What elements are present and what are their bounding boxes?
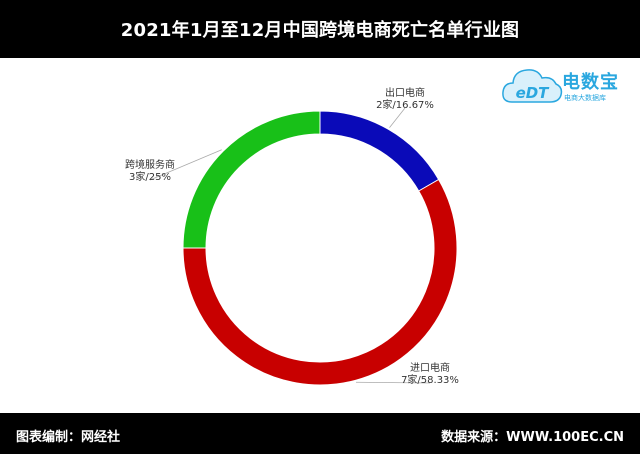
slice-name-label-1: 出口电商: [385, 86, 425, 99]
footer-source: 数据来源：WWW.100EC.CN: [441, 430, 624, 445]
footer-credit: 图表编制：网经社: [16, 430, 121, 445]
donut-slices: [182, 110, 458, 386]
slice-name-label-2: 进口电商: [410, 361, 450, 374]
leader-line-2: [355, 381, 431, 384]
donut-slice-1: [319, 110, 440, 192]
slice-name-label-3: 跨境服务商: [125, 158, 175, 171]
leader-line-3: [149, 149, 222, 181]
donut-slice-3: [182, 110, 321, 249]
logo-mark: eDT: [516, 84, 551, 102]
slice-value-label-1: 2家/16.67%: [376, 98, 434, 111]
donut-slice-2: [182, 178, 458, 386]
chart-title-bar: 2021年1月至12月中国跨境电商死亡名单行业图: [0, 0, 640, 58]
logo-brand: 电数宝: [562, 72, 619, 93]
slice-value-label-2: 7家/58.33%: [401, 373, 459, 386]
slice-value-label-3: 3家/25%: [129, 170, 171, 183]
chart-title: 2021年1月至12月中国跨境电商死亡名单行业图: [120, 20, 520, 41]
logo-subtitle: 电商大数据库: [564, 94, 606, 102]
footer-bar: 图表编制：网经社 数据来源：WWW.100EC.CN: [0, 413, 640, 454]
cloud-logo-icon: eDT: [502, 69, 563, 103]
logo: eDT 电数宝 电商大数据库: [500, 62, 640, 112]
leader-line-1: [389, 107, 406, 128]
